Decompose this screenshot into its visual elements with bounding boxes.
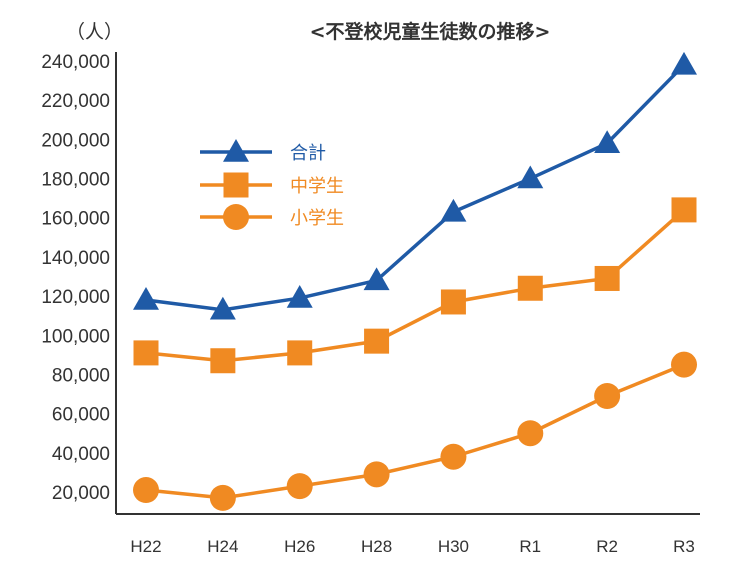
legend-marker-square: [223, 172, 249, 198]
x-tick-label: R1: [519, 537, 541, 556]
y-tick-label: 140,000: [41, 248, 110, 269]
x-tick-label: H28: [361, 537, 392, 556]
y-tick-label: 60,000: [52, 405, 110, 426]
y-axis-unit: （人）: [66, 21, 123, 43]
data-point-triangle: [440, 198, 467, 222]
x-tick-label: R2: [596, 537, 618, 556]
data-point-triangle: [209, 296, 236, 320]
data-point-square: [133, 340, 159, 366]
legend-marker-triangle: [223, 139, 249, 162]
y-tick-label: 160,000: [41, 209, 110, 230]
axes: [115, 52, 700, 515]
data-point-square: [671, 197, 697, 223]
legend-item: 中学生: [200, 172, 344, 198]
y-tick-label: 80,000: [52, 365, 110, 386]
data-point-square: [440, 289, 466, 315]
data-point-circle: [286, 473, 313, 500]
data-point-square: [594, 265, 620, 291]
data-point-circle: [133, 477, 159, 504]
x-tick-label: R3: [673, 537, 695, 556]
data-point-square: [364, 328, 390, 354]
legend-item: 小学生: [200, 204, 344, 230]
data-point-circle: [440, 443, 467, 470]
data-point-circle: [517, 420, 544, 447]
x-tick-label: H24: [207, 537, 238, 556]
y-tick-label: 20,000: [52, 483, 110, 504]
x-tick-label: H30: [438, 537, 469, 556]
x-tick-label: H26: [284, 537, 315, 556]
series-line: [145, 63, 686, 312]
x-axis: H22 H24 H26 H28 H30 R1 R2 R3: [130, 537, 694, 556]
y-tick-label: 180,000: [41, 170, 110, 191]
series-square: [133, 197, 697, 374]
legend-label: 合計: [290, 143, 326, 164]
y-tick-label: 100,000: [41, 326, 110, 347]
series-triangle: [133, 51, 697, 320]
y-tick-label: 40,000: [52, 444, 110, 465]
y-tick-label: 240,000: [41, 52, 110, 73]
legend-label: 小学生: [290, 208, 344, 229]
data-point-circle: [209, 484, 236, 511]
chart-title: <不登校児童生徒数の推移>: [310, 20, 551, 43]
y-tick-label: 200,000: [41, 130, 110, 151]
data-point-circle: [594, 383, 621, 410]
data-point-triangle: [594, 130, 621, 154]
data-point-square: [287, 340, 313, 366]
series-layer: [133, 51, 697, 511]
x-tick-label: H22: [130, 537, 161, 556]
legend-label: 中学生: [290, 176, 344, 197]
data-point-triangle: [517, 165, 544, 189]
data-point-triangle: [363, 267, 390, 291]
data-point-triangle: [133, 287, 159, 310]
data-point-triangle: [671, 51, 697, 75]
data-point-triangle: [286, 285, 313, 308]
legend-item: 合計: [200, 139, 326, 164]
data-point-square: [210, 348, 236, 374]
y-tick-label: 220,000: [41, 91, 110, 112]
y-tick-label: 120,000: [41, 287, 110, 308]
series-circle: [133, 351, 697, 511]
data-point-circle: [363, 461, 390, 488]
data-point-square: [517, 275, 543, 301]
series-line: [145, 208, 686, 363]
y-axis: 20,000 40,000 60,000 80,000 100,000 120,000 14…: [41, 52, 110, 504]
data-point-circle: [671, 351, 697, 378]
legend-marker-circle: [223, 204, 249, 230]
